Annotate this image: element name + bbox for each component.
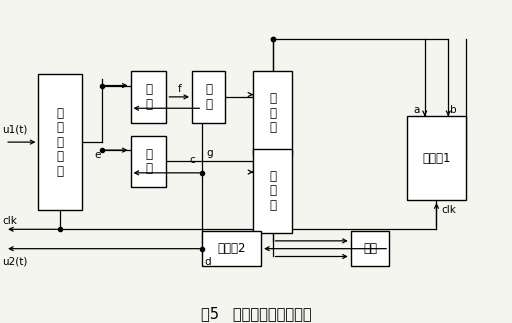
Text: u2(t): u2(t) bbox=[3, 256, 28, 266]
Text: e: e bbox=[94, 150, 100, 160]
Bar bbox=[202, 231, 261, 266]
Text: b: b bbox=[450, 105, 457, 115]
Bar bbox=[192, 71, 225, 123]
Bar bbox=[38, 74, 82, 210]
Text: 与
门: 与 门 bbox=[145, 83, 152, 111]
Text: 扣
除
门: 扣 除 门 bbox=[269, 92, 276, 134]
Text: a: a bbox=[414, 105, 420, 115]
Text: 与
门: 与 门 bbox=[145, 148, 152, 175]
Text: 分频器1: 分频器1 bbox=[422, 152, 451, 165]
Text: clk: clk bbox=[441, 205, 457, 215]
Text: d: d bbox=[204, 256, 210, 266]
Text: g: g bbox=[207, 148, 213, 158]
Bar bbox=[131, 71, 166, 123]
Text: c: c bbox=[189, 155, 195, 165]
Text: 边
沿
检
测
器: 边 沿 检 测 器 bbox=[57, 107, 63, 178]
Text: 图5   数字锁相环结构框图: 图5 数字锁相环结构框图 bbox=[201, 306, 311, 321]
Text: clk: clk bbox=[3, 216, 17, 226]
Text: 分频器2: 分频器2 bbox=[218, 242, 246, 255]
Bar bbox=[131, 136, 166, 187]
Bar bbox=[253, 149, 292, 233]
Text: 非
门: 非 门 bbox=[205, 83, 212, 111]
Text: 添
加
门: 添 加 门 bbox=[269, 170, 276, 212]
Text: 或门: 或门 bbox=[363, 242, 377, 255]
Bar bbox=[407, 116, 466, 200]
Bar bbox=[351, 231, 389, 266]
Text: u1(t): u1(t) bbox=[3, 124, 28, 134]
Text: f: f bbox=[177, 84, 181, 94]
Bar bbox=[253, 71, 292, 155]
